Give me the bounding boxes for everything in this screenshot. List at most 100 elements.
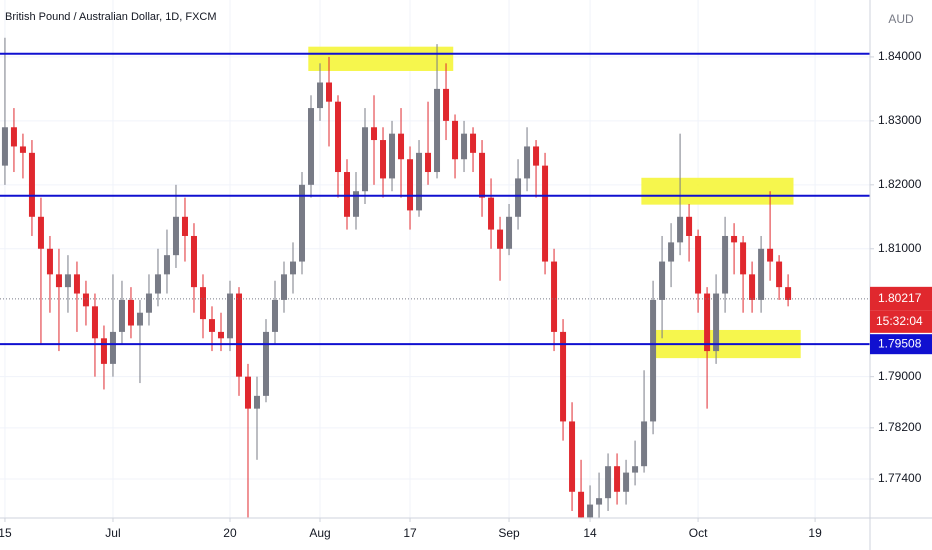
level-label: 1.79508 <box>878 336 922 350</box>
candle-body <box>407 159 414 211</box>
x-tick-label: 19 <box>808 526 822 540</box>
candle-body <box>208 319 215 332</box>
candle-body <box>154 274 161 294</box>
candle-body <box>668 242 675 262</box>
candle-body <box>353 191 360 217</box>
candle-body <box>28 152 35 217</box>
candle-body <box>55 274 62 288</box>
candle-body <box>118 299 125 332</box>
candle-body <box>650 299 657 422</box>
candle-body <box>542 165 549 262</box>
candle-body <box>686 216 693 236</box>
candle-body <box>677 216 684 243</box>
plot-area <box>0 0 870 518</box>
candle-body <box>452 120 459 160</box>
candle-body <box>100 338 107 364</box>
candle-body <box>253 395 260 409</box>
candle-body <box>181 216 188 236</box>
candle-body <box>443 88 450 121</box>
candle-body <box>506 216 513 249</box>
candle-body <box>217 331 224 339</box>
candle-body <box>695 235 702 294</box>
candle-body <box>551 261 558 332</box>
candle-body <box>758 248 765 300</box>
candle-body <box>19 146 26 153</box>
candle-body <box>731 235 738 243</box>
candle-body <box>335 101 342 173</box>
candle-body <box>371 127 378 141</box>
candle-body <box>380 140 387 179</box>
x-tick-label: Aug <box>309 526 330 540</box>
y-tick-label: 1.81000 <box>878 241 922 255</box>
candle-body <box>199 287 206 320</box>
chart-title: British Pound / Australian Dollar, 1D, F… <box>5 11 217 23</box>
candle-body <box>479 152 486 198</box>
level-label-box <box>870 334 932 355</box>
candle-body <box>614 466 621 492</box>
x-tick-label: Oct <box>689 526 708 540</box>
candle-body <box>91 306 98 339</box>
candle-body <box>280 274 287 300</box>
candle-body <box>515 178 522 217</box>
y-tick-label: 1.82000 <box>878 177 922 191</box>
candle-body <box>722 235 729 294</box>
candle-body <box>461 133 468 160</box>
candle-body <box>434 88 441 173</box>
candle-body <box>271 299 278 332</box>
candle-body <box>596 498 603 505</box>
candle-body <box>560 331 567 422</box>
candle-body <box>497 229 504 249</box>
candle-body <box>136 312 143 326</box>
candle-body <box>623 472 630 492</box>
y-axis-label: AUD <box>888 12 914 26</box>
price-label: 1.80217 <box>878 291 922 305</box>
candle-body <box>262 331 269 396</box>
candle-body <box>299 184 306 262</box>
candle-body <box>317 82 324 109</box>
candle-body <box>425 152 432 173</box>
zone <box>641 177 794 205</box>
candle-body <box>226 293 233 339</box>
candle-body <box>127 299 134 326</box>
candle-body <box>235 293 242 377</box>
candle-body <box>46 248 53 275</box>
candle-body <box>785 287 792 300</box>
y-tick-label: 1.78200 <box>878 420 922 434</box>
candle-body <box>362 127 369 192</box>
candle-body <box>524 146 531 179</box>
candle-body <box>533 146 540 166</box>
x-tick-label: 15 <box>0 526 12 540</box>
candle-body <box>659 261 666 300</box>
candle-body <box>10 127 17 147</box>
y-tick-label: 1.79000 <box>878 369 922 383</box>
candle-body <box>172 216 179 256</box>
candle-body <box>1 127 8 166</box>
candle-body <box>641 421 648 467</box>
candle-body <box>64 274 71 288</box>
candle-body <box>740 242 747 275</box>
y-tick-label: 1.77400 <box>878 471 922 485</box>
candle-body <box>470 133 477 153</box>
candle-body <box>389 133 396 179</box>
candle-body <box>713 293 720 352</box>
candle-body <box>73 274 80 294</box>
candle-body <box>344 172 351 217</box>
candle-body <box>488 197 495 230</box>
candle-body <box>578 491 585 518</box>
x-tick-label: 20 <box>223 526 237 540</box>
candle-body <box>82 293 89 307</box>
countdown: 15:32:04 <box>876 314 923 328</box>
candle-body <box>37 216 44 249</box>
candle-body <box>605 466 612 499</box>
candle-body <box>163 255 170 275</box>
candle-body <box>569 421 576 492</box>
candle-body <box>244 376 251 409</box>
candle-body <box>290 261 297 275</box>
candle-body <box>398 133 405 160</box>
candle-body <box>326 82 333 102</box>
x-tick-label: 17 <box>403 526 417 540</box>
x-tick-label: Jul <box>105 526 120 540</box>
countdown-box <box>870 310 932 333</box>
x-tick-label: 14 <box>583 526 597 540</box>
zone <box>308 46 454 71</box>
